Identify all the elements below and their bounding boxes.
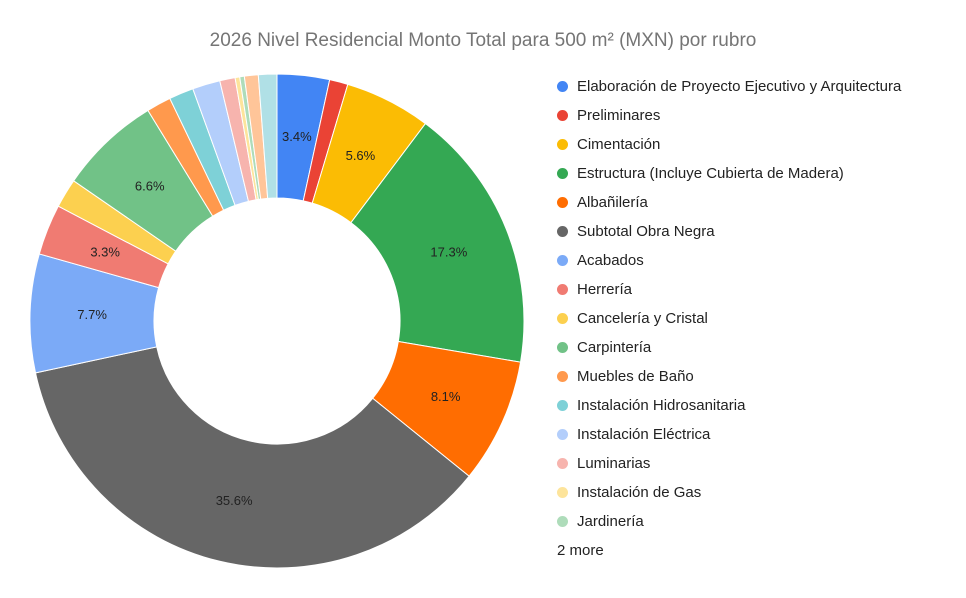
slice-value-label: 17.3% (430, 245, 467, 260)
legend-label: Instalación Hidrosanitaria (577, 397, 746, 414)
legend-swatch (557, 139, 568, 150)
legend-label: Elaboración de Proyecto Ejecutivo y Arqu… (577, 78, 902, 95)
legend-swatch (557, 342, 568, 353)
legend-item[interactable]: Albañilería (557, 188, 901, 217)
legend-swatch (557, 110, 568, 121)
legend-item[interactable]: Cancelería y Cristal (557, 304, 901, 333)
legend-swatch (557, 487, 568, 498)
legend-item[interactable]: Muebles de Baño (557, 362, 901, 391)
legend-swatch (557, 255, 568, 266)
legend-label: Luminarias (577, 455, 651, 472)
legend-label: Jardinería (577, 513, 644, 530)
chart-legend: Elaboración de Proyecto Ejecutivo y Arqu… (557, 72, 901, 565)
legend-swatch (557, 458, 568, 469)
legend-item[interactable]: Luminarias (557, 449, 901, 478)
legend-label: Acabados (577, 252, 644, 269)
legend-label: Instalación Eléctrica (577, 426, 711, 443)
slice-value-label: 7.7% (77, 307, 107, 322)
legend-label: Estructura (Incluye Cubierta de Madera) (577, 165, 844, 182)
legend-label: Cimentación (577, 136, 661, 153)
legend-swatch (557, 371, 568, 382)
legend-item[interactable]: Jardinería (557, 507, 901, 536)
legend-label: Instalación de Gas (577, 484, 702, 501)
slice-value-label: 5.6% (346, 148, 376, 163)
slice-value-label: 3.3% (90, 245, 120, 260)
slice-value-label: 6.6% (135, 179, 165, 194)
legend-label: Albañilería (577, 194, 648, 211)
legend-item[interactable]: Estructura (Incluye Cubierta de Madera) (557, 159, 901, 188)
legend-swatch (557, 81, 568, 92)
legend-item[interactable]: Cimentación (557, 130, 901, 159)
legend-item[interactable]: Instalación de Gas (557, 478, 901, 507)
legend-swatch (557, 516, 568, 527)
legend-item[interactable]: Preliminares (557, 101, 901, 130)
legend-item[interactable]: Elaboración de Proyecto Ejecutivo y Arqu… (557, 72, 901, 101)
slice-value-label: 8.1% (431, 389, 461, 404)
legend-item[interactable]: Carpintería (557, 333, 901, 362)
legend-label: Preliminares (577, 107, 661, 124)
legend-swatch (557, 400, 568, 411)
legend-swatch (557, 197, 568, 208)
legend-label: Herrería (577, 281, 633, 298)
donut-slice[interactable] (34, 346, 470, 569)
legend-item[interactable]: Herrería (557, 275, 901, 304)
legend-swatch (557, 313, 568, 324)
legend-more-link[interactable]: 2 more (557, 542, 604, 559)
slice-value-label: 3.4% (282, 129, 312, 144)
slice-value-label: 35.6% (216, 493, 253, 508)
legend-swatch (557, 284, 568, 295)
legend-label: Subtotal Obra Negra (577, 223, 715, 240)
legend-item[interactable]: Subtotal Obra Negra (557, 217, 901, 246)
donut-slice[interactable] (350, 122, 525, 363)
legend-label: Cancelería y Cristal (577, 310, 708, 327)
legend-swatch (557, 168, 568, 179)
legend-swatch (557, 429, 568, 440)
legend-item[interactable]: Instalación Eléctrica (557, 420, 901, 449)
chart-title: 2026 Nivel Residencial Monto Total para … (209, 30, 757, 51)
legend-swatch (557, 226, 568, 237)
donut-chart: 3.4% 5.6% 17.3% 8.1% 35.6% 7.7% 3.3% 6.6% (29, 73, 525, 569)
legend-item[interactable]: Acabados (557, 246, 901, 275)
legend-item[interactable]: Instalación Hidrosanitaria (557, 391, 901, 420)
legend-label: Carpintería (577, 339, 652, 356)
donut-slice[interactable] (257, 73, 278, 199)
legend-label: Muebles de Baño (577, 368, 694, 385)
